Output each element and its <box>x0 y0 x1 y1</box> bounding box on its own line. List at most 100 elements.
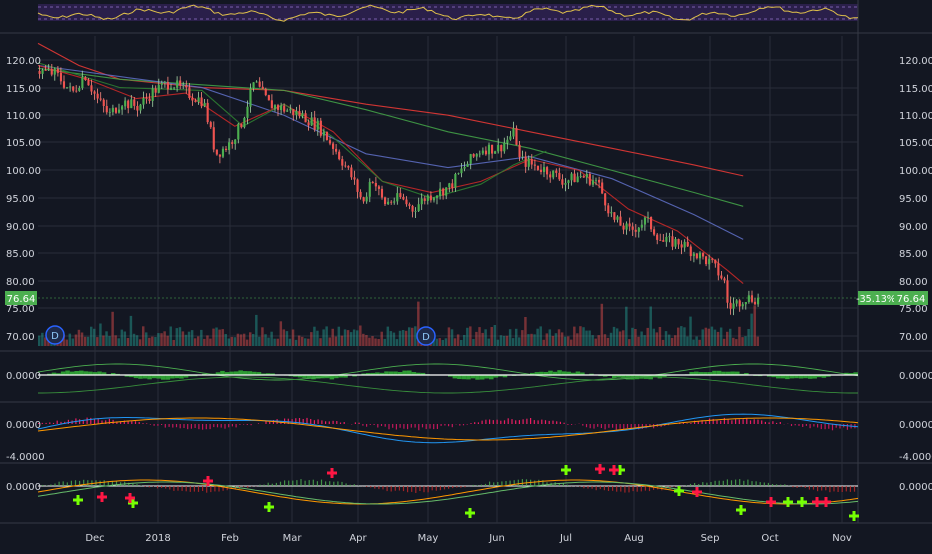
histogram-bar <box>710 482 711 486</box>
histogram-bar <box>195 424 196 428</box>
candle-body <box>491 145 493 154</box>
histogram-bar <box>608 424 609 428</box>
histogram-bar <box>346 483 347 486</box>
candle-body <box>405 200 407 205</box>
price-tick-label-right: 90.00 <box>899 222 928 233</box>
candle-body <box>253 82 255 88</box>
candle-body <box>623 226 625 230</box>
candle-body <box>268 95 270 100</box>
oscillator-tick-label-left: 0.0000 <box>6 420 41 431</box>
histogram-bar <box>541 420 542 424</box>
histogram-bar <box>329 481 330 486</box>
histogram-bar <box>514 480 515 486</box>
oscillator-tick-label-right: -4.0000 <box>899 452 932 463</box>
volume-bar <box>332 329 334 346</box>
histogram-bar <box>813 486 814 490</box>
candle-body <box>149 99 151 102</box>
histogram-bar <box>791 424 792 426</box>
volume-bar <box>607 338 609 346</box>
candle-body <box>198 98 200 103</box>
histogram-bar <box>325 421 326 424</box>
candle-body <box>136 106 138 111</box>
candle-body <box>118 110 120 113</box>
volume-bar <box>561 332 563 346</box>
candle-body <box>295 111 297 115</box>
histogram-bar <box>717 371 722 375</box>
candle-body <box>543 167 545 172</box>
candle-body <box>488 145 490 155</box>
volume-bar <box>283 329 285 346</box>
histogram-bar <box>735 419 736 424</box>
histogram-bar <box>833 486 834 491</box>
histogram-bar <box>79 419 80 424</box>
histogram-bar <box>243 424 244 425</box>
volume-bar <box>246 340 248 346</box>
volume-bar <box>549 329 551 346</box>
histogram-bar <box>280 482 281 486</box>
volume-bar <box>503 336 505 346</box>
histogram-bar <box>620 486 621 492</box>
volume-bar <box>399 331 401 346</box>
volume-bar <box>411 328 413 346</box>
histogram-bar <box>645 486 646 491</box>
candle-body <box>350 168 352 178</box>
volume-bar <box>631 328 633 346</box>
volume-bar <box>647 328 649 346</box>
candle-body <box>626 224 628 230</box>
histogram-bar <box>71 481 72 486</box>
volume-bar <box>90 327 92 346</box>
volume-bar <box>335 337 337 347</box>
candle-body <box>668 236 670 237</box>
volume-bar <box>191 330 193 346</box>
histogram-bar <box>720 421 721 424</box>
candle-body <box>344 166 346 167</box>
candle-body <box>63 81 65 87</box>
histogram-bar <box>608 486 609 491</box>
histogram-bar <box>784 484 785 486</box>
histogram-bar <box>221 424 222 428</box>
histogram-bar <box>157 424 158 426</box>
candle-body <box>387 202 389 204</box>
histogram-bar <box>182 486 183 491</box>
volume-bar <box>540 326 542 346</box>
histogram-bar <box>236 424 237 427</box>
histogram-bar <box>627 424 628 428</box>
candle-body <box>653 229 655 234</box>
candle-body <box>185 85 187 87</box>
histogram-bar <box>489 420 490 425</box>
volume-bar <box>546 333 548 346</box>
histogram-bar <box>243 486 244 487</box>
x-tick-label: Mar <box>283 533 303 544</box>
histogram-bar <box>146 423 147 424</box>
candle-body <box>494 151 496 153</box>
volume-bar <box>301 337 303 346</box>
histogram-bar <box>128 421 129 424</box>
histogram-bar <box>423 486 424 492</box>
volume-bar <box>640 332 642 347</box>
volume-bar <box>209 339 211 346</box>
candle-body <box>500 145 502 151</box>
volume-bar <box>81 333 83 347</box>
volume-bar <box>680 326 682 346</box>
histogram-bar <box>500 421 501 424</box>
histogram-bar <box>300 479 301 486</box>
histogram-bar <box>187 424 188 429</box>
candle-body <box>274 105 276 108</box>
histogram-bar <box>351 424 352 425</box>
histogram-bar <box>590 424 591 428</box>
histogram-bar <box>481 485 482 486</box>
candle-body <box>497 145 499 151</box>
x-tick-label: Feb <box>221 533 239 544</box>
histogram-bar <box>518 480 519 486</box>
volume-bar <box>491 327 493 346</box>
x-tick-label: May <box>418 533 439 544</box>
volume-bar <box>374 339 376 347</box>
volume-bar <box>194 338 196 346</box>
volume-bar <box>145 332 147 346</box>
oscillator-tick-label-right: 0.0000 <box>899 371 932 382</box>
histogram-bar <box>552 421 553 424</box>
candle-body <box>702 253 704 257</box>
volume-bar <box>69 334 71 346</box>
candle-body <box>109 112 111 113</box>
